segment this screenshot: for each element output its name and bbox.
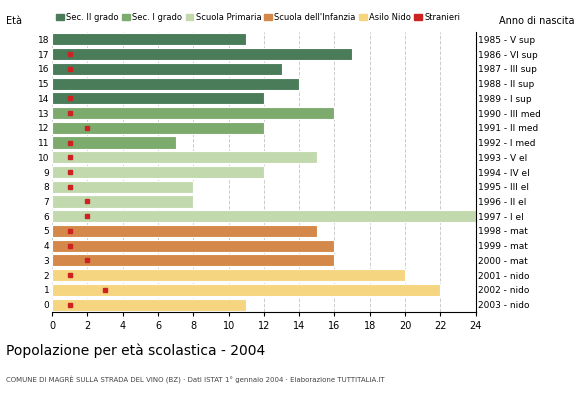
Bar <box>52 136 176 148</box>
Bar <box>52 225 317 237</box>
Bar <box>52 78 299 90</box>
Bar <box>52 254 335 266</box>
Legend: Sec. II grado, Sec. I grado, Scuola Primaria, Scuola dell'Infanzia, Asilo Nido, : Sec. II grado, Sec. I grado, Scuola Prim… <box>56 13 461 22</box>
Bar <box>52 151 317 163</box>
Text: Anno di nascita: Anno di nascita <box>499 16 574 26</box>
Text: COMUNE DI MAGRÈ SULLA STRADA DEL VINO (BZ) · Dati ISTAT 1° gennaio 2004 · Elabor: COMUNE DI MAGRÈ SULLA STRADA DEL VINO (B… <box>6 376 385 384</box>
Bar <box>52 284 440 296</box>
Bar <box>52 48 352 60</box>
Bar <box>52 269 405 281</box>
Bar <box>52 107 335 119</box>
Bar <box>52 63 281 75</box>
Bar <box>52 240 335 252</box>
Bar <box>52 181 193 193</box>
Bar <box>52 92 264 104</box>
Bar <box>52 210 476 222</box>
Bar <box>52 196 193 208</box>
Bar <box>52 166 264 178</box>
Text: Popolazione per età scolastica - 2004: Popolazione per età scolastica - 2004 <box>6 344 265 358</box>
Bar <box>52 122 264 134</box>
Bar <box>52 298 246 311</box>
Text: Età: Età <box>6 16 22 26</box>
Bar <box>52 33 246 46</box>
